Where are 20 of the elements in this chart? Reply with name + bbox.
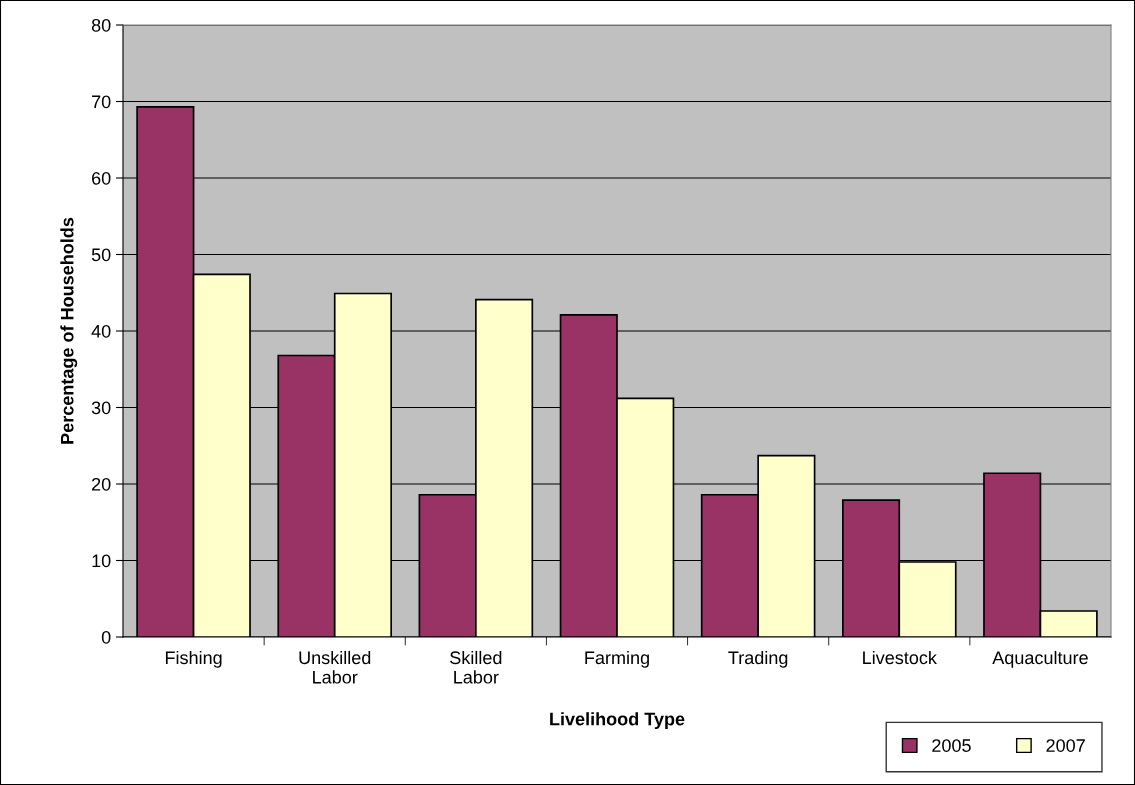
y-tick-label: 30 — [91, 401, 111, 415]
x-tick-label: Trading — [728, 650, 788, 668]
x-tick-label: Skilled Labor — [450, 650, 502, 684]
y-tick-label: 50 — [91, 248, 111, 262]
y-tick-label: 70 — [92, 95, 111, 109]
y-axis-title: Percentage of Households — [60, 217, 78, 444]
y-tick-label: 60 — [92, 171, 111, 185]
legend-label: 2007 — [1046, 739, 1085, 752]
y-tick-label: 40 — [91, 324, 111, 338]
x-axis-title: Livelihood Type — [550, 712, 685, 729]
x-tick-label: Livestock — [863, 650, 937, 665]
y-tick-label: 0 — [101, 630, 111, 644]
x-tick-label: Unskilled Labor — [299, 650, 371, 684]
x-tick-label: Aquaculture — [992, 650, 1088, 668]
y-tick-label: 10 — [92, 554, 111, 568]
y-tick-label: 80 — [91, 18, 111, 32]
y-tick-label: 20 — [92, 477, 111, 491]
x-tick-label: Farming — [585, 650, 649, 668]
x-tick-label: Fishing — [165, 650, 222, 668]
legend-label: 2005 — [932, 739, 971, 752]
